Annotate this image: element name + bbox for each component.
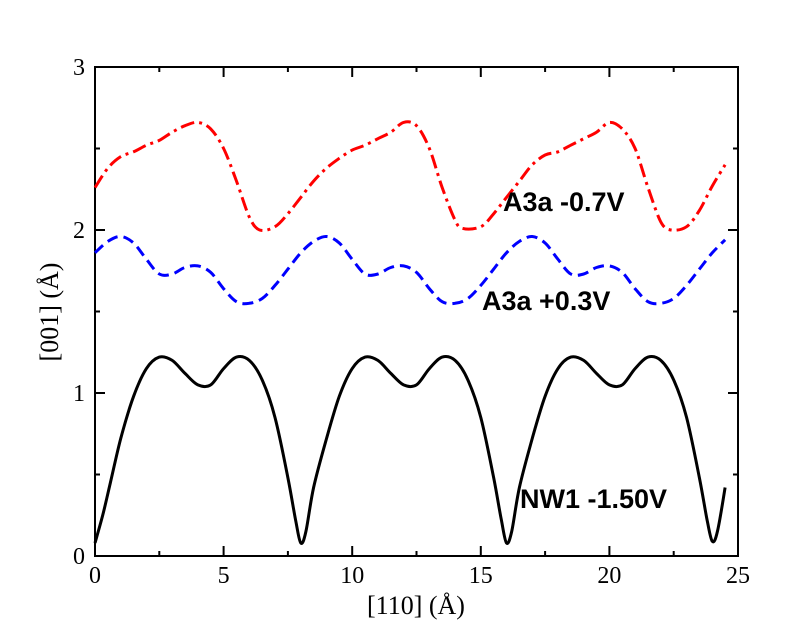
series-label-a3a-pos: A3a +0.3V xyxy=(482,286,610,316)
series-line-1 xyxy=(93,234,727,306)
series-line-2 xyxy=(93,355,727,545)
axis-ticks: 0 5 10 15 20 25 0 1 2 3 xyxy=(73,55,750,589)
plot-frame xyxy=(94,66,739,557)
x-tick-label: 15 xyxy=(469,563,493,589)
series-label-a3a-neg: A3a -0.7V xyxy=(503,187,625,217)
x-tick-label: 20 xyxy=(597,563,621,589)
x-tick-label: 10 xyxy=(340,563,364,589)
x-tick-label: 0 xyxy=(89,563,101,589)
y-tick-label: 2 xyxy=(73,218,85,244)
x-axis-label: [110] (Å) xyxy=(367,591,465,620)
series-group xyxy=(93,120,727,545)
y-axis-label: [001] (Å) xyxy=(35,263,64,362)
y-tick-label: 3 xyxy=(73,55,85,81)
y-tick-label: 1 xyxy=(73,381,85,407)
x-tick-label: 5 xyxy=(218,563,230,589)
series-line-0 xyxy=(93,120,727,233)
y-tick-label: 0 xyxy=(73,544,85,570)
series-label-nw1: NW1 -1.50V xyxy=(520,484,667,514)
x-tick-label: 25 xyxy=(726,563,750,589)
